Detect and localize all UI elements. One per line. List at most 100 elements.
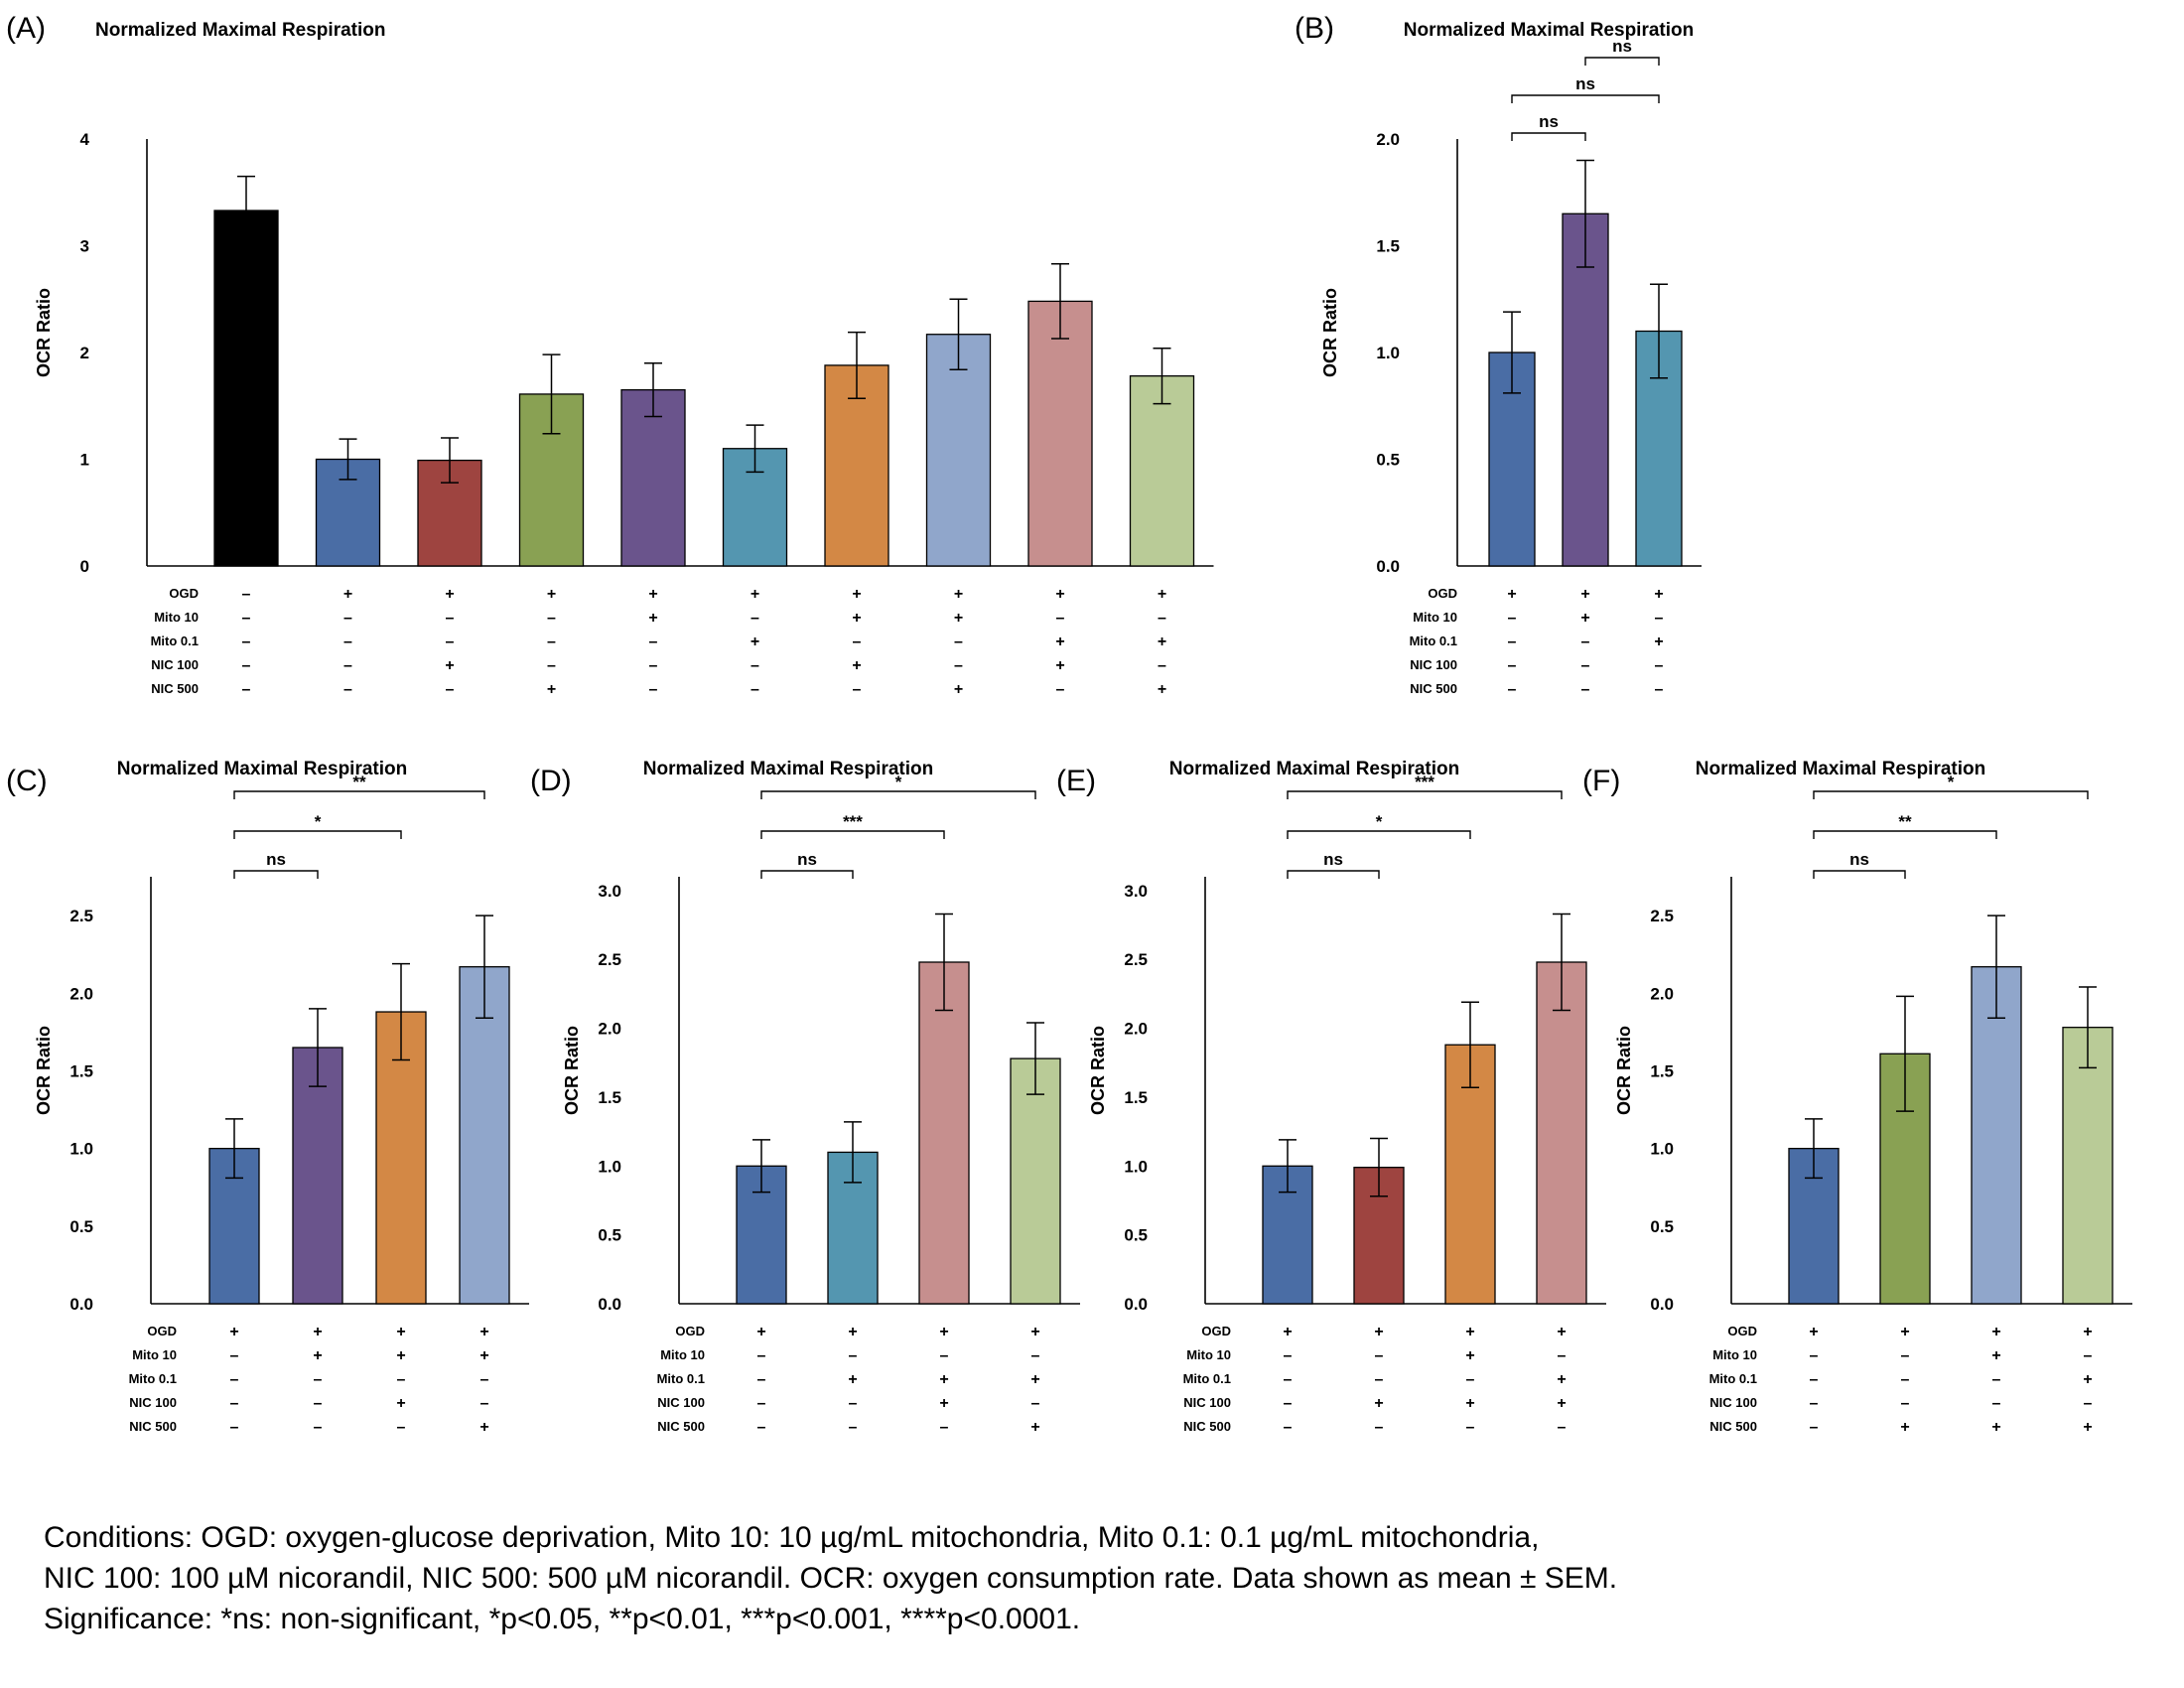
panel-label: (A) bbox=[6, 12, 46, 45]
condition-value: – bbox=[849, 1347, 858, 1364]
condition-value: + bbox=[852, 586, 861, 603]
condition-name: NIC 100 bbox=[1183, 1395, 1231, 1410]
bar bbox=[1562, 212, 1609, 567]
condition-value: + bbox=[313, 1324, 322, 1340]
condition-value: + bbox=[939, 1324, 948, 1340]
condition-value: – bbox=[1284, 1371, 1293, 1388]
condition-value: – bbox=[1508, 657, 1517, 674]
condition-name: Mito 0.1 bbox=[657, 1371, 705, 1386]
condition-name: NIC 100 bbox=[1709, 1395, 1757, 1410]
condition-value: + bbox=[2083, 1324, 2092, 1340]
bar bbox=[2062, 1027, 2114, 1305]
condition-value: – bbox=[1810, 1419, 1819, 1436]
condition-value: + bbox=[1158, 586, 1166, 603]
significance-label: ns bbox=[1323, 850, 1343, 869]
condition-value: + bbox=[1580, 586, 1589, 603]
significance-bracket bbox=[1584, 57, 1660, 66]
condition-name: NIC 500 bbox=[1183, 1419, 1231, 1434]
condition-value: + bbox=[852, 610, 861, 627]
significance-label: ns bbox=[1539, 112, 1559, 131]
y-tick-label: 1.0 bbox=[598, 1157, 621, 1176]
y-tick-label: 1.0 bbox=[1124, 1157, 1148, 1176]
chart-panel-e: (E) Normalized Maximal Respiration OCR Rat… bbox=[1056, 759, 1606, 1436]
significance-bracket bbox=[760, 830, 945, 839]
condition-value: – bbox=[1655, 610, 1664, 627]
condition-value: + bbox=[229, 1324, 238, 1340]
condition-value: + bbox=[396, 1395, 405, 1412]
significance-label: ns bbox=[1849, 850, 1869, 869]
y-tick-label: 1.5 bbox=[1124, 1088, 1148, 1107]
condition-value: – bbox=[1375, 1419, 1384, 1436]
condition-value: – bbox=[1284, 1419, 1293, 1436]
y-axis-label: OCR Ratio bbox=[1088, 1026, 1108, 1115]
condition-value: – bbox=[1031, 1395, 1040, 1412]
condition-name: OGD bbox=[675, 1324, 705, 1338]
condition-value: – bbox=[242, 681, 251, 698]
condition-value: – bbox=[954, 633, 963, 650]
caption-line-3: Significance: *ns: non-significant, *p<0… bbox=[44, 1603, 1081, 1635]
significance-bracket bbox=[1813, 830, 1997, 839]
significance-label: * bbox=[315, 812, 322, 831]
condition-value: + bbox=[343, 586, 352, 603]
condition-value: + bbox=[1374, 1324, 1383, 1340]
condition-value: + bbox=[1809, 1324, 1818, 1340]
condition-value: – bbox=[649, 681, 658, 698]
condition-value: + bbox=[1654, 633, 1663, 650]
condition-value: – bbox=[940, 1419, 949, 1436]
condition-value: – bbox=[343, 633, 352, 650]
condition-value: + bbox=[848, 1371, 857, 1388]
condition-value: – bbox=[853, 633, 862, 650]
significance-bracket bbox=[1813, 870, 1906, 879]
condition-value: – bbox=[1375, 1371, 1384, 1388]
condition-value: – bbox=[230, 1371, 239, 1388]
panel-label: (E) bbox=[1056, 765, 1096, 797]
condition-value: – bbox=[230, 1419, 239, 1436]
chart-panel-b: (B) Normalized Maximal Respiration OCR Rat… bbox=[1295, 12, 1702, 698]
significance-bracket bbox=[233, 790, 485, 799]
panel-label: (D) bbox=[530, 765, 572, 797]
significance-label: *** bbox=[1415, 773, 1434, 791]
condition-name: OGD bbox=[1428, 586, 1457, 601]
condition-value: + bbox=[1557, 1371, 1566, 1388]
condition-value: – bbox=[649, 657, 658, 674]
condition-value: + bbox=[1991, 1324, 2000, 1340]
panel-label: (B) bbox=[1295, 12, 1334, 45]
condition-name: Mito 0.1 bbox=[1709, 1371, 1757, 1386]
condition-value: – bbox=[242, 586, 251, 603]
condition-name: OGD bbox=[1201, 1324, 1231, 1338]
condition-name: NIC 100 bbox=[657, 1395, 705, 1410]
significance-label: ** bbox=[352, 773, 366, 791]
condition-value: – bbox=[1655, 657, 1664, 674]
y-axis-label: OCR Ratio bbox=[34, 288, 54, 377]
y-tick-label: 0.5 bbox=[1650, 1217, 1674, 1236]
significance-bracket bbox=[1511, 94, 1660, 103]
condition-name: OGD bbox=[1727, 1324, 1757, 1338]
condition-value: + bbox=[1654, 586, 1663, 603]
condition-value: – bbox=[1508, 610, 1517, 627]
bar bbox=[1010, 1057, 1061, 1305]
condition-value: – bbox=[2084, 1395, 2093, 1412]
condition-value: + bbox=[1158, 681, 1166, 698]
y-tick-label: 0 bbox=[80, 557, 89, 576]
significance-label: ns bbox=[797, 850, 817, 869]
y-tick-label: 2.0 bbox=[1376, 130, 1400, 149]
condition-value: + bbox=[1991, 1419, 2000, 1436]
condition-value: – bbox=[547, 633, 556, 650]
condition-value: + bbox=[1557, 1324, 1566, 1340]
y-tick-label: 1.5 bbox=[1650, 1061, 1674, 1080]
condition-value: + bbox=[1991, 1347, 2000, 1364]
significance-label: ns bbox=[1575, 74, 1595, 93]
condition-name: NIC 100 bbox=[151, 657, 199, 672]
condition-value: – bbox=[1810, 1395, 1819, 1412]
condition-name: Mito 10 bbox=[660, 1347, 705, 1362]
condition-name: Mito 10 bbox=[1186, 1347, 1231, 1362]
figure-caption: Conditions: OGD: oxygen-glucose deprivat… bbox=[44, 1517, 2128, 1639]
condition-value: – bbox=[2084, 1347, 2093, 1364]
condition-value: + bbox=[1900, 1419, 1909, 1436]
condition-value: + bbox=[1055, 633, 1064, 650]
chart-title: Normalized Maximal Respiration bbox=[117, 759, 407, 779]
condition-value: + bbox=[2083, 1419, 2092, 1436]
significance-label: * bbox=[1948, 773, 1955, 791]
condition-value: + bbox=[751, 633, 759, 650]
condition-value: – bbox=[230, 1347, 239, 1364]
